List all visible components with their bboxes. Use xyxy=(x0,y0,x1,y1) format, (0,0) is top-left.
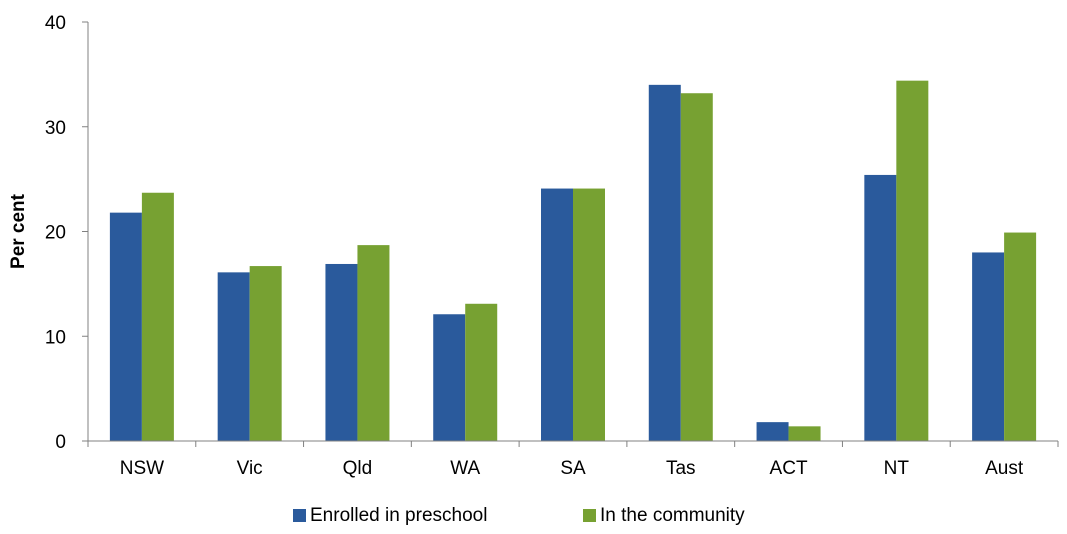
bar-community-aust xyxy=(1004,232,1037,441)
x-tick-label: NT xyxy=(884,458,910,479)
bar-enrolled-vic xyxy=(217,272,250,441)
legend-label-enrolled: Enrolled in preschool xyxy=(310,505,487,526)
bar-community-wa xyxy=(465,303,498,441)
y-tick-label: 30 xyxy=(45,118,66,139)
bar-enrolled-nsw xyxy=(109,212,142,441)
bar-enrolled-aust xyxy=(972,252,1005,441)
y-tick-label: 40 xyxy=(45,13,66,34)
bar-enrolled-act xyxy=(756,422,789,441)
x-tick-label: Qld xyxy=(343,458,373,479)
x-tick-label: Tas xyxy=(666,458,696,479)
bar-community-tas xyxy=(680,93,713,441)
y-axis-title: Per cent xyxy=(8,193,29,269)
x-tick-label: Aust xyxy=(985,458,1024,479)
y-tick-label: 10 xyxy=(45,327,66,348)
bar-community-sa xyxy=(573,188,605,441)
bar-enrolled-qld xyxy=(325,263,358,441)
bar-community-qld xyxy=(357,245,390,441)
bar-enrolled-sa xyxy=(541,188,573,441)
x-tick-label: NSW xyxy=(120,458,164,479)
x-tick-label: Vic xyxy=(237,458,263,479)
x-tick-label: SA xyxy=(560,458,586,479)
legend-label-community: In the community xyxy=(600,505,745,526)
legend-swatch-community xyxy=(583,509,596,522)
legend-swatch-enrolled xyxy=(293,509,306,522)
bar-enrolled-nt xyxy=(864,174,897,441)
bar-community-vic xyxy=(249,266,282,441)
y-axis: 0 10 20 30 40 xyxy=(45,13,89,453)
bar-community-nsw xyxy=(141,192,174,441)
y-tick-label: 20 xyxy=(45,223,66,244)
bars xyxy=(109,80,1037,441)
legend: Enrolled in preschool In the community xyxy=(293,505,745,526)
bar-enrolled-wa xyxy=(433,314,466,441)
y-tick-label: 0 xyxy=(55,432,66,453)
bar-community-act xyxy=(788,426,821,441)
x-tick-label: ACT xyxy=(770,458,808,479)
bar-community-nt xyxy=(896,80,929,441)
x-tick-label: WA xyxy=(450,458,480,479)
x-axis: NSW Vic Qld WA SA Tas ACT NT Aust xyxy=(87,440,1059,479)
bar-enrolled-tas xyxy=(648,84,681,441)
